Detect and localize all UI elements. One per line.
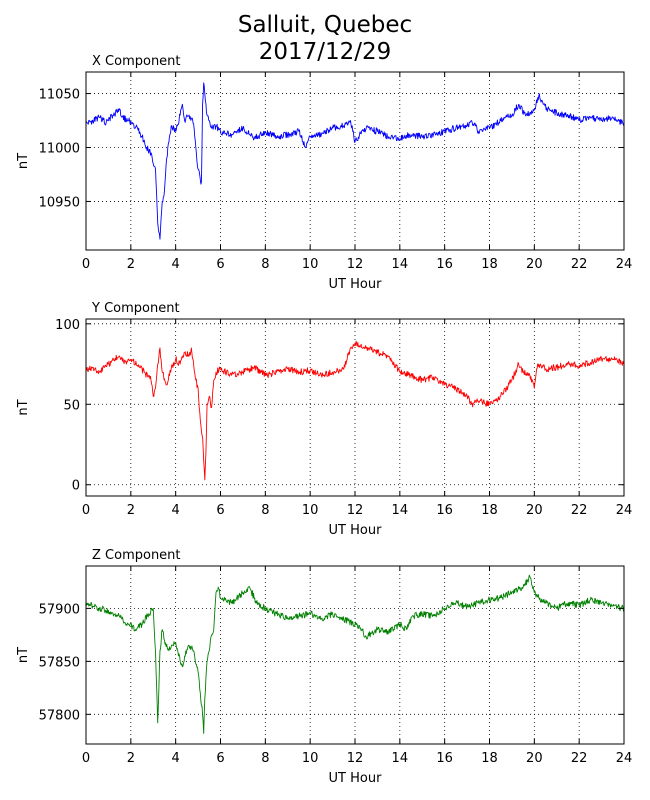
x-tick-label: 6 — [216, 503, 224, 518]
y-tick-label: 57850 — [39, 655, 80, 670]
y-tick-label: 11000 — [39, 142, 80, 157]
x-tick-label: 10 — [302, 503, 319, 518]
x-tick-label: 0 — [82, 751, 90, 766]
x-axis-label: UT Hour — [329, 771, 383, 786]
x-tick-label: 24 — [616, 503, 633, 518]
x-tick-label: 8 — [261, 257, 269, 272]
x-tick-label: 4 — [172, 503, 180, 518]
x-tick-label: 16 — [436, 257, 453, 272]
y-axis-label: nT — [16, 647, 31, 663]
x-tick-label: 8 — [261, 503, 269, 518]
x-tick-label: 24 — [616, 751, 633, 766]
chart-title: Y Component — [91, 301, 180, 316]
y-tick-label: 57900 — [39, 602, 80, 617]
x-tick-label: 12 — [347, 503, 364, 518]
x-tick-label: 18 — [481, 257, 498, 272]
x-axis-label: UT Hour — [329, 277, 383, 292]
x-tick-label: 2 — [127, 751, 135, 766]
x-axis-label: UT Hour — [329, 523, 383, 538]
y-axis-label: nT — [16, 153, 31, 169]
x-tick-label: 14 — [392, 503, 409, 518]
figure-date: 2017/12/29 — [258, 39, 392, 65]
y-tick-label: 10950 — [39, 195, 80, 210]
y-tick-label: 50 — [63, 398, 80, 413]
x-tick-label: 20 — [526, 751, 543, 766]
x-tick-label: 2 — [127, 503, 135, 518]
x-tick-label: 20 — [526, 257, 543, 272]
figure-title: Salluit, Quebec — [237, 12, 413, 38]
x-tick-label: 6 — [216, 751, 224, 766]
x-tick-label: 18 — [481, 503, 498, 518]
x-tick-label: 10 — [302, 257, 319, 272]
x-tick-label: 0 — [82, 503, 90, 518]
x-tick-label: 0 — [82, 257, 90, 272]
x-tick-label: 14 — [392, 751, 409, 766]
x-tick-label: 24 — [616, 257, 633, 272]
x-tick-label: 22 — [571, 503, 588, 518]
x-tick-label: 10 — [302, 751, 319, 766]
y-axis-label: nT — [16, 399, 31, 415]
y-tick-label: 57800 — [39, 708, 80, 723]
series-line — [85, 574, 625, 734]
x-tick-label: 12 — [347, 751, 364, 766]
y-tick-label: 11050 — [39, 88, 80, 103]
x-tick-label: 20 — [526, 503, 543, 518]
x-tick-label: 16 — [436, 503, 453, 518]
series-line — [85, 82, 625, 240]
chart-title: X Component — [92, 54, 181, 69]
x-tick-label: 4 — [172, 751, 180, 766]
x-tick-label: 18 — [481, 751, 498, 766]
x-tick-label: 22 — [571, 257, 588, 272]
x-tick-label: 16 — [436, 751, 453, 766]
series-line — [85, 340, 625, 481]
x-tick-label: 8 — [261, 751, 269, 766]
x-tick-label: 14 — [392, 257, 409, 272]
x-tick-label: 2 — [127, 257, 135, 272]
x-tick-label: 12 — [347, 257, 364, 272]
x-tick-label: 22 — [571, 751, 588, 766]
y-tick-label: 0 — [72, 479, 80, 494]
y-tick-label: 100 — [55, 318, 80, 333]
chart-title: Z Component — [92, 548, 181, 563]
x-tick-label: 6 — [216, 257, 224, 272]
x-tick-label: 4 — [172, 257, 180, 272]
